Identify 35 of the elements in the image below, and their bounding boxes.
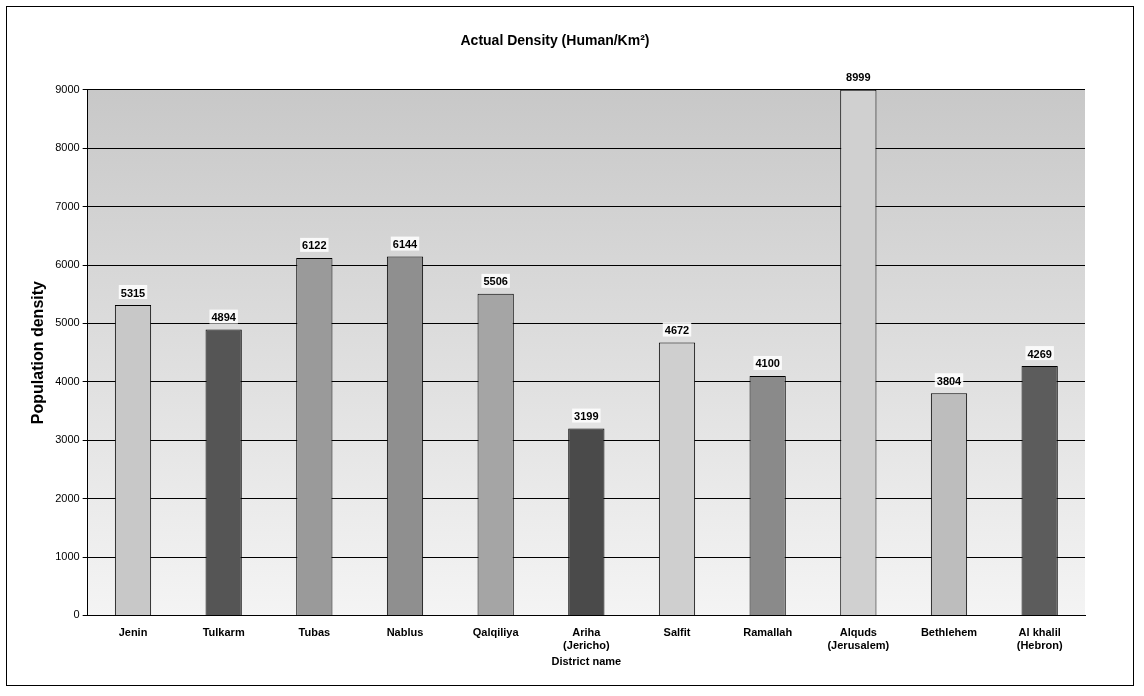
x-tick-label: Tubas	[298, 626, 331, 639]
x-tick-label: Alquds (Jerusalem)	[827, 626, 890, 652]
data-label: 4894	[211, 311, 237, 324]
y-tick-label: 0	[73, 608, 80, 621]
y-tick-label: 2000	[55, 491, 80, 504]
y-tick-label: 1000	[55, 550, 80, 563]
y-tick-label: 8000	[55, 141, 80, 154]
y-tick-label: 3000	[55, 433, 80, 446]
data-label: 8999	[846, 71, 871, 84]
x-axis-title: District name	[551, 655, 622, 668]
x-tick-label: Bethlehem	[920, 626, 978, 639]
y-tick-label: 4000	[55, 374, 80, 387]
data-label: 6144	[392, 238, 419, 251]
x-tick-label: Qalqiliya	[472, 626, 520, 639]
x-tick-label: Al khalil (Hebron)	[1016, 626, 1063, 652]
chart-title: Actual Density (Human/Km²)	[460, 32, 650, 49]
data-label: 3199	[574, 410, 599, 423]
data-label: 3804	[936, 374, 963, 387]
data-label: 4100	[755, 357, 780, 370]
x-tick-label: Ariha (Jericho)	[563, 626, 610, 652]
data-label: 5315	[120, 286, 146, 299]
data-label: 5506	[483, 275, 508, 288]
y-tick-label: 5000	[55, 316, 80, 329]
data-label: 6122	[302, 239, 327, 252]
y-axis-title: Population density	[29, 280, 47, 425]
x-tick-label: Tulkarm	[202, 626, 245, 639]
y-tick-label: 7000	[55, 199, 80, 212]
data-label: 4672	[664, 324, 690, 337]
x-tick-label: Jenin	[118, 626, 148, 639]
data-label: 4269	[1027, 347, 1052, 360]
x-tick-label: Nablus	[386, 626, 424, 639]
y-tick-label: 9000	[55, 82, 80, 95]
y-tick-label: 6000	[55, 258, 80, 271]
x-tick-label: Salfit	[663, 626, 691, 639]
x-tick-label: Ramallah	[743, 626, 793, 639]
